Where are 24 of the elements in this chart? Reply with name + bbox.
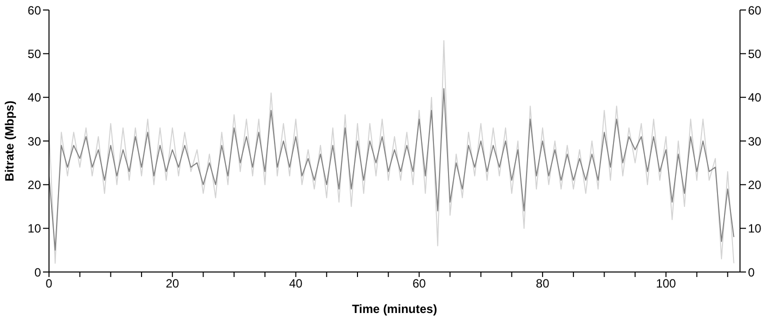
y-tick-label: 0 (34, 265, 42, 280)
y-tick-label: 10 (28, 222, 42, 236)
x-tick-label: 0 (46, 276, 53, 291)
y2-tick-label: 20 (748, 178, 762, 192)
y-tick-label: 30 (28, 134, 42, 148)
y2-tick-label: 10 (748, 222, 762, 236)
y-tick-label: 20 (28, 178, 42, 192)
x-tick-label: 40 (289, 276, 303, 291)
y2-tick-label: 30 (748, 134, 762, 148)
y-tick-label: 40 (28, 90, 42, 105)
line-series (49, 88, 734, 251)
x-axis-title: Time (minutes) (352, 302, 438, 316)
y2-tick-label: 60 (748, 3, 762, 18)
y2-tick-label: 50 (748, 46, 762, 61)
x-tick-label: 80 (536, 276, 550, 291)
x-tick-label: 20 (166, 276, 180, 291)
y-axis-title: Bitrate (Mbps) (2, 100, 16, 182)
y2-tick-label: 0 (748, 265, 755, 280)
x-tick-label: 100 (656, 276, 676, 291)
line-series (49, 40, 734, 264)
x-tick-label: 60 (412, 276, 426, 291)
y-tick-label: 60 (28, 3, 42, 18)
y2-tick-label: 40 (748, 90, 762, 105)
y-tick-label: 50 (28, 46, 42, 61)
